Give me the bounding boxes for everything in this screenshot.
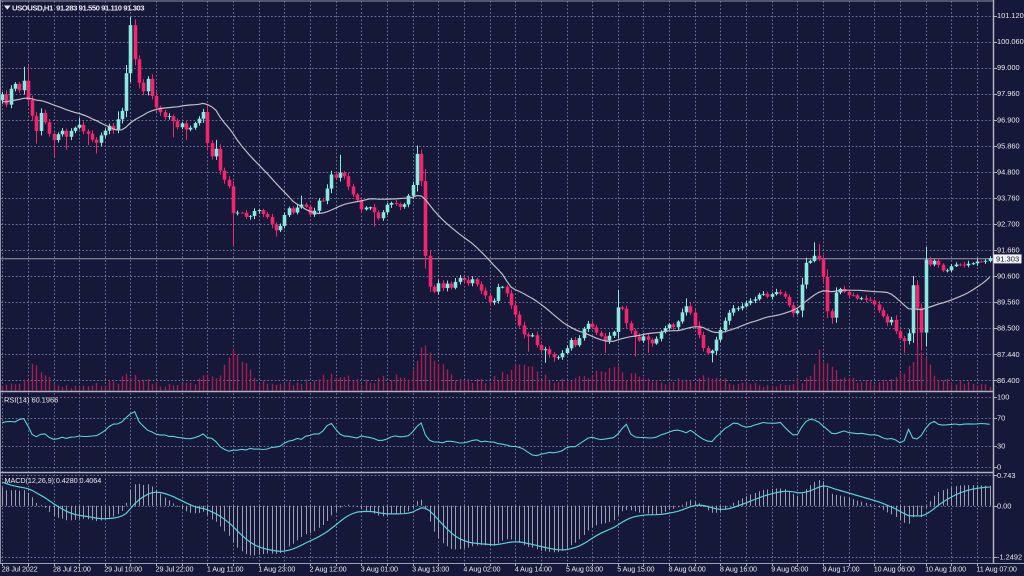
svg-text:4 Aug 14:00: 4 Aug 14:00 [515, 565, 552, 574]
svg-text:RSI(14) 60.1966: RSI(14) 60.1966 [4, 396, 58, 405]
svg-text:93.760: 93.760 [997, 193, 1020, 202]
svg-text:3 Aug 01:00: 3 Aug 01:00 [361, 565, 398, 574]
svg-text:101.120: 101.120 [997, 11, 1024, 20]
svg-text:92.700: 92.700 [997, 220, 1020, 229]
svg-text:8 Aug 16:00: 8 Aug 16:00 [720, 565, 757, 574]
svg-text:1 Aug 11:00: 1 Aug 11:00 [207, 565, 244, 574]
svg-text:9 Aug 05:00: 9 Aug 05:00 [771, 565, 808, 574]
svg-text:86.400: 86.400 [997, 376, 1020, 385]
svg-text:28 Jul 2022: 28 Jul 2022 [2, 565, 38, 574]
svg-text:30: 30 [997, 442, 1005, 451]
svg-text:96.900: 96.900 [997, 115, 1020, 124]
svg-text:89.560: 89.560 [997, 298, 1020, 307]
svg-text:11 Aug 07:00: 11 Aug 07:00 [976, 565, 1017, 574]
svg-text:0: 0 [997, 463, 1001, 472]
svg-text:88.500: 88.500 [997, 324, 1020, 333]
svg-text:94.800: 94.800 [997, 167, 1020, 176]
svg-text:91.660: 91.660 [997, 246, 1020, 255]
svg-text:99.000: 99.000 [997, 63, 1020, 72]
svg-text:29 Jul 22:00: 29 Jul 22:00 [156, 565, 194, 574]
svg-text:91.303: 91.303 [996, 255, 1019, 264]
svg-text:29 Jul 10:00: 29 Jul 10:00 [104, 565, 142, 574]
svg-text:-1.2492: -1.2492 [997, 553, 1022, 562]
svg-text:70: 70 [997, 414, 1005, 423]
svg-text:MACD(12,26,9) 0.4280 0.4064: MACD(12,26,9) 0.4280 0.4064 [5, 476, 102, 485]
svg-text:100.060: 100.060 [997, 37, 1024, 46]
svg-text:28 Jul 21:00: 28 Jul 21:00 [53, 565, 91, 574]
svg-text:10 Aug 18:00: 10 Aug 18:00 [925, 565, 966, 574]
svg-text:3 Aug 13:00: 3 Aug 13:00 [412, 565, 449, 574]
svg-text:97.960: 97.960 [997, 89, 1020, 98]
svg-text:9 Aug 17:00: 9 Aug 17:00 [823, 565, 860, 574]
svg-text:100: 100 [997, 392, 1009, 401]
svg-text:5 Aug 03:00: 5 Aug 03:00 [566, 565, 603, 574]
svg-text:87.440: 87.440 [997, 350, 1020, 359]
svg-text:5 Aug 15:00: 5 Aug 15:00 [617, 565, 654, 574]
svg-text:2 Aug 12:00: 2 Aug 12:00 [310, 565, 347, 574]
svg-text:1 Aug 23:00: 1 Aug 23:00 [258, 565, 295, 574]
svg-text:0.00: 0.00 [997, 501, 1011, 510]
svg-text:95.860: 95.860 [997, 141, 1020, 150]
svg-text:0.743: 0.743 [997, 471, 1016, 480]
svg-text:8 Aug 04:00: 8 Aug 04:00 [669, 565, 706, 574]
svg-text:4 Aug 02:00: 4 Aug 02:00 [463, 565, 500, 574]
svg-text:USOUSD,H1 91.283 91.550 91.11: USOUSD,H1 91.283 91.550 91.110 91.303 [12, 4, 144, 13]
svg-text:10 Aug 06:00: 10 Aug 06:00 [874, 565, 915, 574]
svg-text:90.600: 90.600 [997, 272, 1020, 281]
